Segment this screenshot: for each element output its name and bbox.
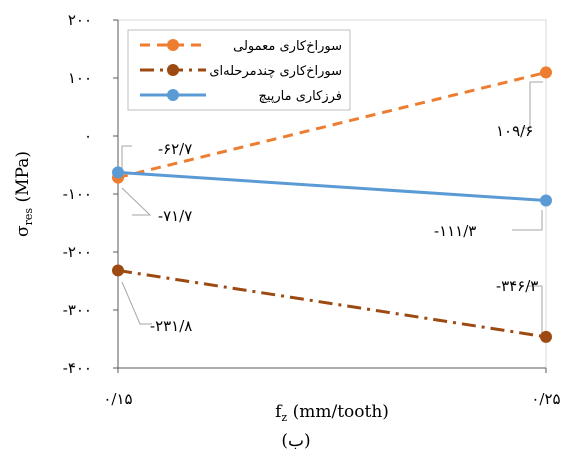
legend-label-2: سوراخ‌کاری چندمرحله‌ای xyxy=(209,64,342,79)
legend-marker-3 xyxy=(167,89,179,101)
x-axis-title: fz (mm/tooth) xyxy=(275,402,389,424)
data-label-series-3: -۱۱۱/۳ xyxy=(434,222,476,240)
data-label-leader xyxy=(528,285,543,339)
y-tick-label: -۱۰۰ xyxy=(63,185,92,203)
legend-marker-2 xyxy=(167,64,179,76)
y-axis-title-sub: res xyxy=(22,208,35,226)
series-line-3 xyxy=(117,170,547,203)
series-line-1 xyxy=(117,70,547,180)
data-point-series-3 xyxy=(540,194,552,207)
data-label-series-1: ۱۰۹/۶ xyxy=(496,122,533,140)
data-label-leader xyxy=(512,210,543,231)
data-label-series-2: -۲۳۱/۸ xyxy=(150,317,192,335)
data-point-series-1 xyxy=(540,66,552,79)
data-label-leader xyxy=(522,81,543,129)
figure-caption: (ب) xyxy=(281,431,310,451)
data-label-leader xyxy=(121,145,132,178)
data-label-leader xyxy=(121,281,152,325)
data-label-series-2: -۳۴۶/۳ xyxy=(496,277,538,295)
y-tick-label: -۳۰۰ xyxy=(63,301,92,319)
x-tick-label: ۰/۲۵ xyxy=(531,390,560,408)
x-axis-title-sub: z xyxy=(281,411,287,424)
data-label-leader xyxy=(121,187,152,216)
y-axis-title: σres (MPa) xyxy=(13,151,35,237)
y-tick-label: ۲۰۰ xyxy=(68,11,92,29)
x-tick-label: ۰/۱۵ xyxy=(103,390,132,408)
x-axis-title-main: f xyxy=(275,402,283,422)
y-tick-label: -۲۰۰ xyxy=(63,243,92,261)
data-label-series-3: -۶۲/۷ xyxy=(158,140,192,158)
data-label-series-1: -۷۱/۷ xyxy=(158,207,192,225)
y-tick-label: ۱۰۰ xyxy=(68,69,92,87)
series-line-2 xyxy=(117,268,547,339)
y-axis-title-rest: (MPa) xyxy=(13,151,33,208)
legend-box xyxy=(127,29,351,111)
legend-label-1: سوراخ‌کاری معمولی xyxy=(233,39,342,54)
legend-label-3: فرزکاری مارپیچ xyxy=(258,89,342,104)
data-point-series-2 xyxy=(112,264,124,277)
legend-marker-1 xyxy=(167,39,179,51)
data-point-series-3 xyxy=(112,166,124,179)
y-tick-label: -۴۰۰ xyxy=(63,359,92,377)
x-axis-title-rest: (mm/tooth) xyxy=(287,402,389,422)
data-point-series-2 xyxy=(540,330,552,343)
y-tick-label: ۰ xyxy=(84,127,92,145)
y-axis-title-main: σ xyxy=(13,225,33,237)
